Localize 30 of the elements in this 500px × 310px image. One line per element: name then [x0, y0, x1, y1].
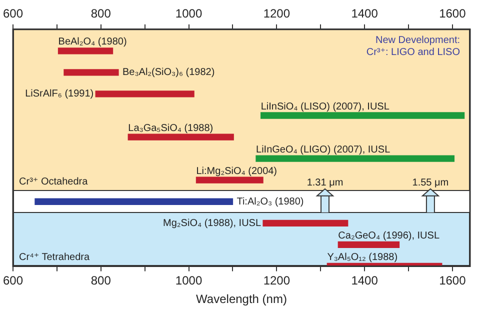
y-tick-label: Be₃Al₂(SiO₃)₆ (1982) [122, 67, 215, 78]
annotation: Cr³⁺: LIGO and LISO [366, 47, 460, 58]
y-tick-label: Mg₂SiO₄ (1988), IUSL [163, 218, 262, 229]
y-tick-label: Y₃Al₅O₁₂ (1988) [327, 252, 398, 263]
x-tick-label: 800 [90, 274, 112, 288]
x-tick-label: 1000 [175, 274, 202, 288]
x2-tick-label: 1600 [439, 6, 466, 21]
annotation: New Development: [376, 35, 460, 46]
y-tick-label: La₃Ga₅SiO₄ (1988) [128, 122, 214, 134]
x2-tick-label: 600 [2, 6, 24, 21]
x2-tick-label: 1000 [175, 6, 202, 21]
y-tick-label: LiSrAlF₆ (1991) [25, 88, 94, 100]
y-tick-label: LiInGeO₄ (LIGO) (2007), IUSL [256, 144, 391, 156]
x2-tick-label: 1200 [263, 6, 290, 21]
x-tick-label: 1600 [439, 274, 466, 288]
ref-line-label: 1.31 μm [306, 178, 344, 189]
y-tick-label: BeAl₂O₄ (1980) [58, 36, 127, 48]
x-tick-label: 1200 [263, 274, 290, 288]
annotation: Cr⁴⁺ Tetrahedra [19, 252, 90, 263]
x-tick-label: 600 [2, 274, 24, 288]
ref-line-label: 1.55 μm [412, 178, 449, 189]
y-tick-label: LiInSiO₄ (LISO) (2007), IUSL [260, 101, 390, 112]
y-tick-label: Ti:Al₂O₃ (1980) [236, 196, 304, 208]
x2-tick-label: 800 [90, 6, 112, 21]
y-tick-label: Ca₂GeO₄ (1996), IUSL [338, 230, 440, 242]
x2-tick-label: 1400 [351, 6, 378, 21]
x-tick-label: 1400 [351, 274, 378, 288]
annotation: Cr³⁺ Octahedra [19, 176, 88, 188]
x-axis-title: Wavelength (nm) [196, 292, 287, 306]
y-tick-label: Li:Mg₂SiO₄ (2004) [196, 166, 278, 177]
